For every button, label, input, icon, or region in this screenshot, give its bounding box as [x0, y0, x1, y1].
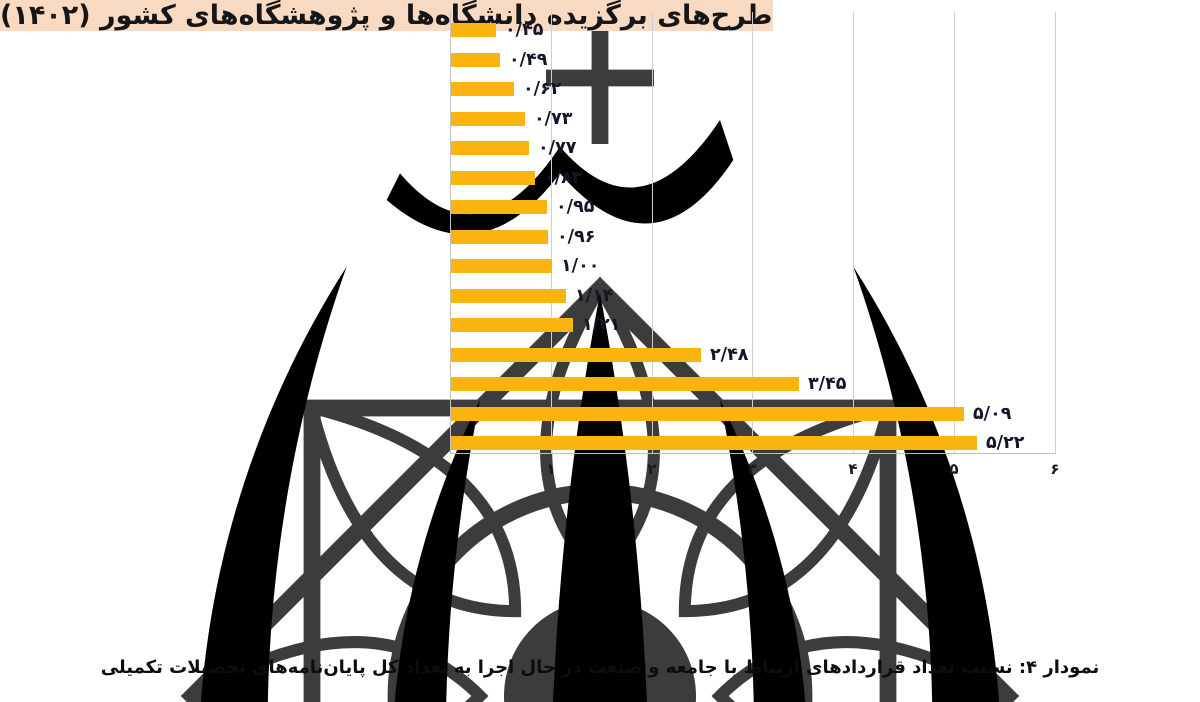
- title-band: طرح‌های برگزیده دانشگاه‌ها و پژوهشگاه‌ها…: [0, 0, 773, 31]
- gridline: [652, 12, 653, 453]
- chart-caption: نمودار ۴: نسبت تعداد قراردادهای ارتباط ب…: [100, 657, 1100, 678]
- bar: [451, 82, 514, 96]
- bar-value: ۰/۴۵: [505, 20, 544, 40]
- bar: [451, 377, 799, 391]
- bar: [451, 111, 525, 126]
- bar-value: ۱/۰۰: [561, 256, 600, 276]
- x-tick: ۵: [949, 460, 959, 478]
- gridline: [551, 12, 552, 453]
- bar: [451, 347, 701, 362]
- bar: [451, 200, 547, 214]
- gridline: [752, 12, 753, 453]
- bar: [451, 318, 573, 332]
- bar: [451, 288, 566, 303]
- bar: [451, 141, 529, 155]
- gridline: [1055, 12, 1056, 453]
- x-tick: ۶: [1050, 460, 1060, 478]
- bar-value: ۰/۶۲: [523, 79, 562, 99]
- bar: [451, 229, 548, 244]
- x-tick: ۱: [546, 460, 556, 478]
- bar-value: ۵/۲۲: [986, 433, 1025, 453]
- bar-value: ۲/۴۸: [710, 344, 749, 365]
- bar: [451, 259, 552, 273]
- x-axis-line: [450, 453, 1056, 454]
- bar-value: ۵/۰۹: [973, 403, 1012, 424]
- x-tick: ۰: [445, 460, 455, 478]
- bar-value: ۰/۹۵: [556, 197, 595, 217]
- y-axis-line: [450, 12, 451, 453]
- bar-value: ۳/۴۵: [808, 374, 847, 394]
- x-tick: ۲: [647, 460, 657, 478]
- bar: [451, 170, 535, 185]
- bar: [451, 436, 977, 450]
- page-title: طرح‌های برگزیده دانشگاه‌ها و پژوهشگاه‌ها…: [0, 0, 773, 31]
- gridline: [954, 12, 955, 453]
- bar-value: ۰/۷۳: [534, 108, 573, 129]
- x-tick: ۳: [747, 460, 757, 478]
- gridline: [853, 12, 854, 453]
- bar-value: ۰/۴۹: [509, 49, 548, 70]
- bar-value: ۰/۹۶: [557, 226, 596, 247]
- bar: [451, 406, 964, 421]
- bar-value: ۰/۸۳: [544, 167, 583, 188]
- bar-value: ۱/۱۴: [575, 285, 614, 306]
- bar-value: ۱/۲۱: [582, 315, 621, 335]
- bar-value: ۰/۷۷: [538, 138, 577, 158]
- bar: [451, 23, 496, 37]
- bar: [451, 52, 500, 67]
- x-tick: ۴: [848, 460, 858, 478]
